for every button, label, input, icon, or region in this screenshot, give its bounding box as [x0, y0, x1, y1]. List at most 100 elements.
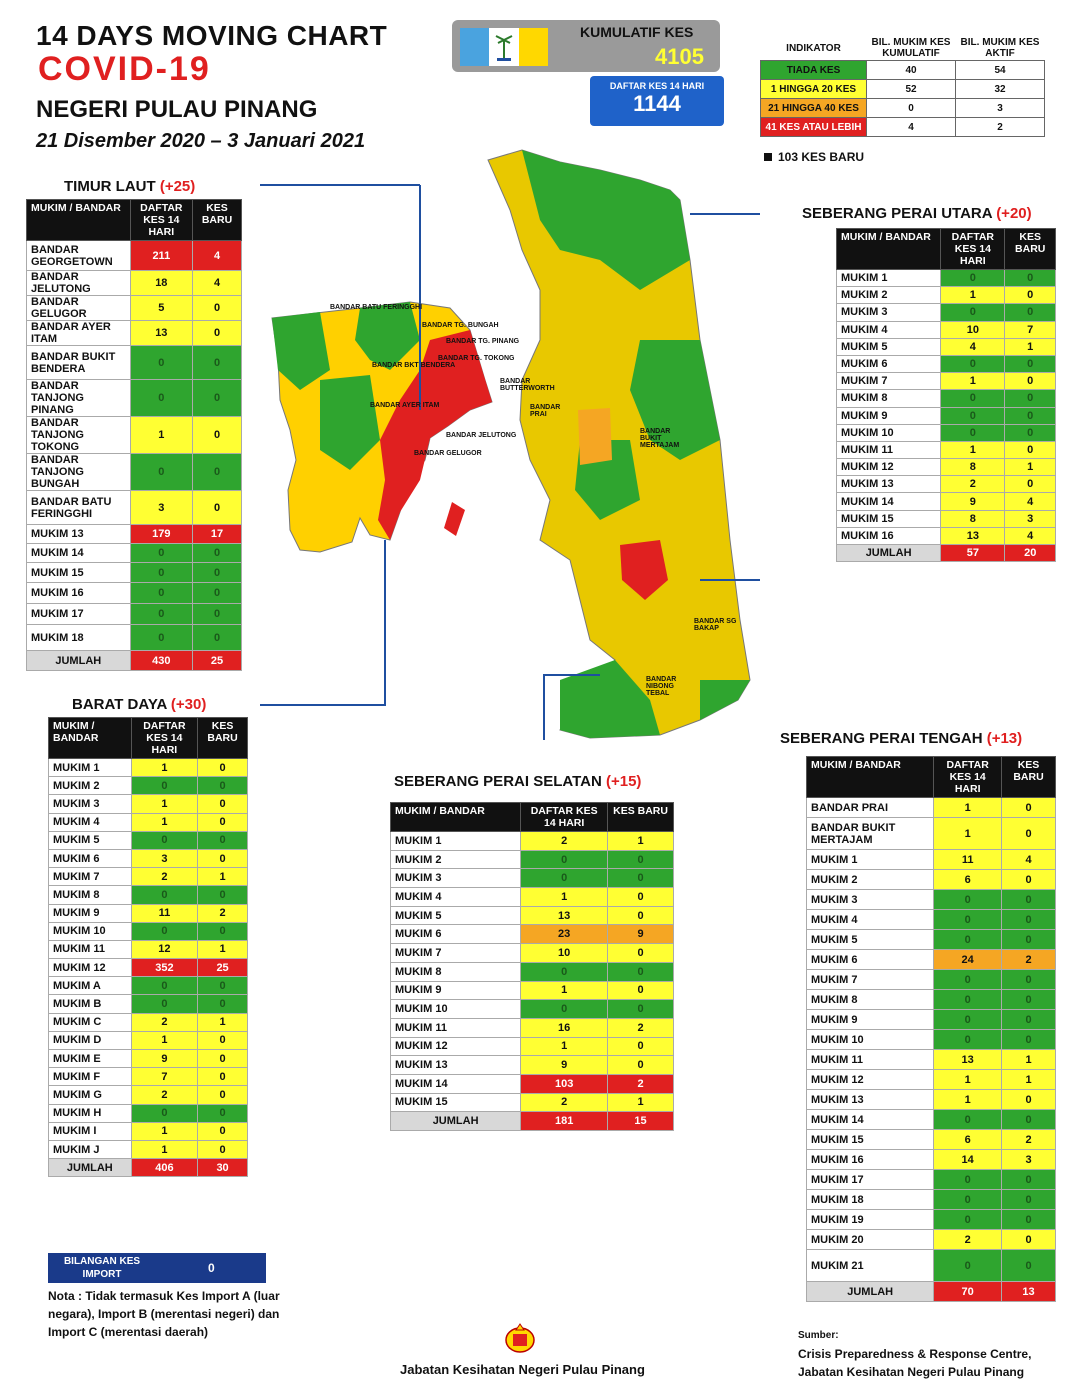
- mukim-name: MUKIM 10: [805, 1029, 935, 1050]
- total-row: JUMLAH 430 25: [26, 650, 242, 671]
- daftar-value: 0: [129, 345, 194, 380]
- daftar-value: 10: [940, 320, 1006, 339]
- daftar-value: 0: [940, 389, 1006, 408]
- daftar-value: 3: [130, 848, 199, 869]
- mukim-name: MUKIM 5: [389, 905, 522, 926]
- footer-jabatan: Jabatan Kesihatan Negeri Pulau Pinang: [400, 1362, 645, 1377]
- table-row: BANDAR BUKIT BENDERA 0 0: [26, 345, 242, 380]
- kes-baru-value: 0: [197, 1085, 248, 1105]
- kes-baru-value: 0: [607, 1036, 674, 1057]
- daftar-value: 24: [933, 949, 1002, 970]
- daftar-value: 0: [520, 868, 609, 889]
- connector-sps: [543, 674, 600, 740]
- col-header-kes-baru: KES BARU: [1004, 228, 1056, 270]
- kes-baru-value: 0: [192, 490, 242, 525]
- daftar-value: 1: [130, 1121, 199, 1141]
- spt-name: SEBERANG PERAI TENGAH: [780, 730, 983, 747]
- total-kes-baru: 20: [1004, 543, 1056, 563]
- daftar-14-label: DAFTAR KES 14 HARI: [609, 81, 705, 91]
- table-row: MUKIM 20 2 0: [805, 1229, 1056, 1250]
- total-label: JUMLAH: [389, 1111, 522, 1131]
- daftar-value: 1: [933, 1089, 1002, 1110]
- total-label: JUMLAH: [835, 543, 942, 563]
- sumber-line2: Jabatan Kesihatan Negeri Pulau Pinang: [798, 1365, 1025, 1379]
- kes-baru-value: 2: [1001, 1129, 1056, 1150]
- kes-baru-value: 0: [197, 812, 248, 832]
- table-row: MUKIM 5 13 0: [389, 905, 674, 926]
- kes-baru-value: 17: [192, 524, 242, 544]
- map-label-tg-bungah: BANDAR TG. BUNGAH: [422, 322, 499, 329]
- legend-header-aktif: BIL. MUKIM KES AKTIF: [960, 37, 1040, 59]
- total-label: JUMLAH: [805, 1281, 935, 1302]
- mukim-name: MUKIM 13: [835, 475, 942, 494]
- table-row: BANDAR TANJONG PINANG 0 0: [26, 379, 242, 417]
- daftar-value: 9: [940, 492, 1006, 511]
- map-label-batu-feringghi: BANDAR BATU FERINGGHI: [330, 304, 423, 311]
- daftar-value: 1: [940, 372, 1006, 391]
- daftar-value: 1: [940, 440, 1006, 460]
- malaysia-crest-icon: [505, 1323, 535, 1353]
- mukim-name: MUKIM 3: [389, 868, 522, 889]
- mukim-name: MUKIM 16: [835, 526, 942, 546]
- kes-baru-value: 0: [197, 1067, 248, 1087]
- daftar-value: 0: [129, 624, 194, 651]
- mukim-name: MUKIM 1: [805, 849, 935, 870]
- legend-aktif: 2: [955, 117, 1045, 137]
- daftar-value: 0: [933, 969, 1002, 990]
- kes-baru-value: 4: [1004, 526, 1056, 546]
- kes-baru-value: 4: [192, 270, 242, 296]
- table-row: MUKIM 19 0 0: [805, 1209, 1056, 1230]
- table-row: MUKIM 15 2 1: [389, 1092, 674, 1113]
- kes-baru-value: 2: [607, 1017, 674, 1038]
- table-row: MUKIM 11 12 1: [48, 939, 248, 960]
- legend: INDIKATOR BIL. MUKIM KES KUMULATIF BIL. …: [760, 36, 1045, 137]
- kes-baru-value: 0: [197, 1030, 248, 1051]
- mukim-name: BANDAR JELUTONG: [26, 270, 131, 296]
- kes-baru-value: 1: [607, 1092, 674, 1113]
- daftar-value: 0: [940, 423, 1006, 442]
- mukim-name: MUKIM 5: [805, 929, 935, 950]
- mukim-name: MUKIM 3: [48, 794, 132, 814]
- daftar-value: 0: [130, 830, 199, 850]
- timur-laut-plus: (+25): [159, 178, 196, 195]
- total-daftar: 406: [130, 1158, 199, 1178]
- daftar-value: 0: [940, 303, 1006, 322]
- mukim-name: MUKIM 18: [805, 1189, 935, 1210]
- mukim-name: MUKIM 6: [835, 354, 942, 374]
- map-label-tg-tokong: BANDAR TG. TOKONG: [438, 355, 515, 362]
- daftar-value: 1: [130, 757, 199, 778]
- kes-baru-value: 0: [1004, 372, 1056, 391]
- mukim-name: MUKIM 5: [835, 337, 942, 356]
- col-header-kes-baru: KES BARU: [197, 717, 248, 759]
- daftar-value: 103: [520, 1073, 609, 1094]
- kes-baru-value: 0: [1001, 1209, 1056, 1230]
- daftar-value: 1: [520, 887, 609, 907]
- connector-spt: [700, 579, 760, 581]
- legend-row: 21 HINGGA 40 KES 0 3: [760, 98, 1045, 118]
- kes-baru-value: 0: [607, 849, 674, 870]
- kes-baru-value: 1: [607, 831, 674, 851]
- kes-baru-value: 0: [1004, 389, 1056, 408]
- mukim-name: MUKIM 2: [835, 286, 942, 305]
- mukim-name: MUKIM 14: [389, 1073, 522, 1094]
- col-header-mukim: MUKIM / BANDAR: [389, 802, 522, 832]
- table-row: MUKIM 12 1 1: [805, 1069, 1056, 1090]
- daftar-value: 0: [520, 961, 609, 982]
- mukim-name: MUKIM 12: [805, 1069, 935, 1090]
- daftar-value: 0: [933, 1209, 1002, 1230]
- map-label-gelugor: BANDAR GELUGOR: [414, 450, 482, 457]
- table-row: MUKIM 11 16 2: [389, 1017, 674, 1038]
- daftar-value: 0: [129, 582, 194, 604]
- daftar-value: 14: [933, 1149, 1002, 1170]
- table-row: MUKIM 10 0 0: [48, 921, 248, 941]
- legend-kumulatif: 0: [866, 98, 956, 118]
- spu-title: SEBERANG PERAI UTARA (+20): [802, 205, 1032, 222]
- table-row: BANDAR GELUGOR 5 0: [26, 295, 242, 321]
